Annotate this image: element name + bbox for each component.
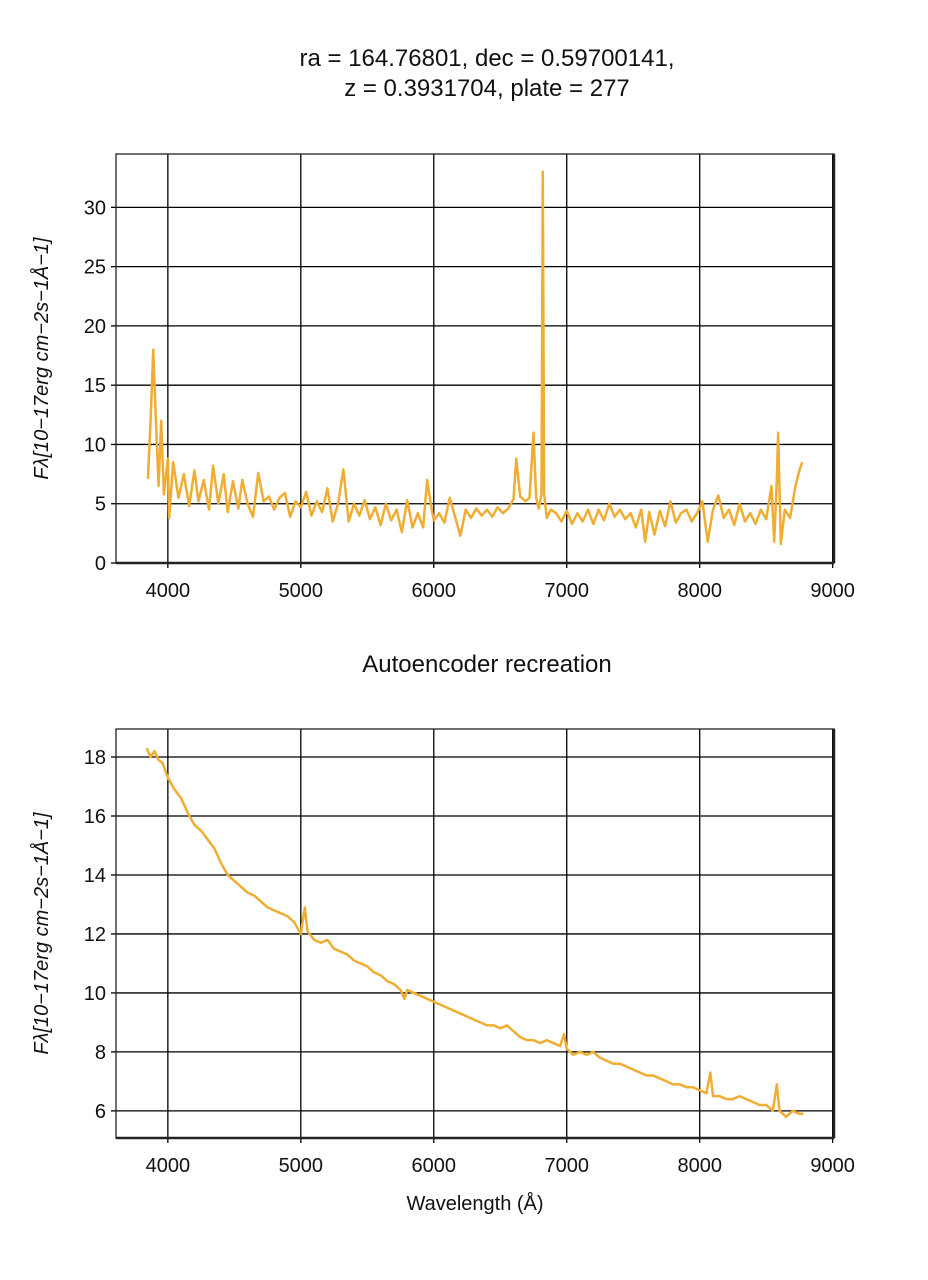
chart-title: ra = 164.76801, dec = 0.59700141, bbox=[300, 45, 675, 72]
y-tick-label: 8 bbox=[95, 1042, 106, 1064]
y-tick-label: 30 bbox=[84, 197, 106, 219]
y-tick-label: 12 bbox=[84, 924, 106, 946]
y-tick-label: 14 bbox=[84, 865, 106, 887]
x-tick-label: 7000 bbox=[544, 1155, 589, 1177]
y-tick-label: 10 bbox=[84, 983, 106, 1005]
y-tick-label: 16 bbox=[84, 806, 106, 828]
spectrum-line bbox=[145, 747, 804, 1119]
x-tick-label: 5000 bbox=[279, 580, 324, 602]
spectrum-line bbox=[146, 170, 804, 546]
y-tick-label: 6 bbox=[95, 1101, 106, 1123]
x-tick-label: 9000 bbox=[810, 580, 855, 602]
chart-title: Autoencoder recreation bbox=[362, 651, 612, 678]
x-tick-label: 7000 bbox=[544, 580, 589, 602]
subplot: Autoencoder recreation 6 8 10 12 14 16 18 4000 50… bbox=[30, 651, 855, 1215]
subplot: ra = 164.76801, dec = 0.59700141, z = 0.3… bbox=[30, 45, 855, 602]
x-tick-label: 6000 bbox=[412, 580, 457, 602]
y-tick-label: 18 bbox=[84, 747, 106, 769]
x-tick-label: 9000 bbox=[810, 1155, 855, 1177]
x-tick-label: 4000 bbox=[146, 580, 191, 602]
y-tick-label: 10 bbox=[84, 434, 106, 456]
x-tick-label: 6000 bbox=[412, 1155, 457, 1177]
y-tick-label: 15 bbox=[84, 375, 106, 397]
x-tick-label: 4000 bbox=[146, 1155, 191, 1177]
y-tick-label: 25 bbox=[84, 257, 106, 279]
y-axis-label: Fλ[10−17erg cm−2s−1Å−1] bbox=[30, 237, 53, 480]
x-axis-label: Wavelength (Å) bbox=[406, 1192, 543, 1215]
x-tick-label: 8000 bbox=[677, 580, 722, 602]
plot-frame bbox=[115, 153, 835, 564]
y-tick-label: 0 bbox=[95, 553, 106, 575]
chart-title: z = 0.3931704, plate = 277 bbox=[344, 75, 630, 102]
x-tick-label: 5000 bbox=[279, 1155, 324, 1177]
y-tick-label: 5 bbox=[95, 494, 106, 516]
y-tick-label: 20 bbox=[84, 316, 106, 338]
y-axis-label: Fλ[10−17erg cm−2s−1Å−1] bbox=[30, 812, 53, 1055]
x-tick-label: 8000 bbox=[677, 1155, 722, 1177]
